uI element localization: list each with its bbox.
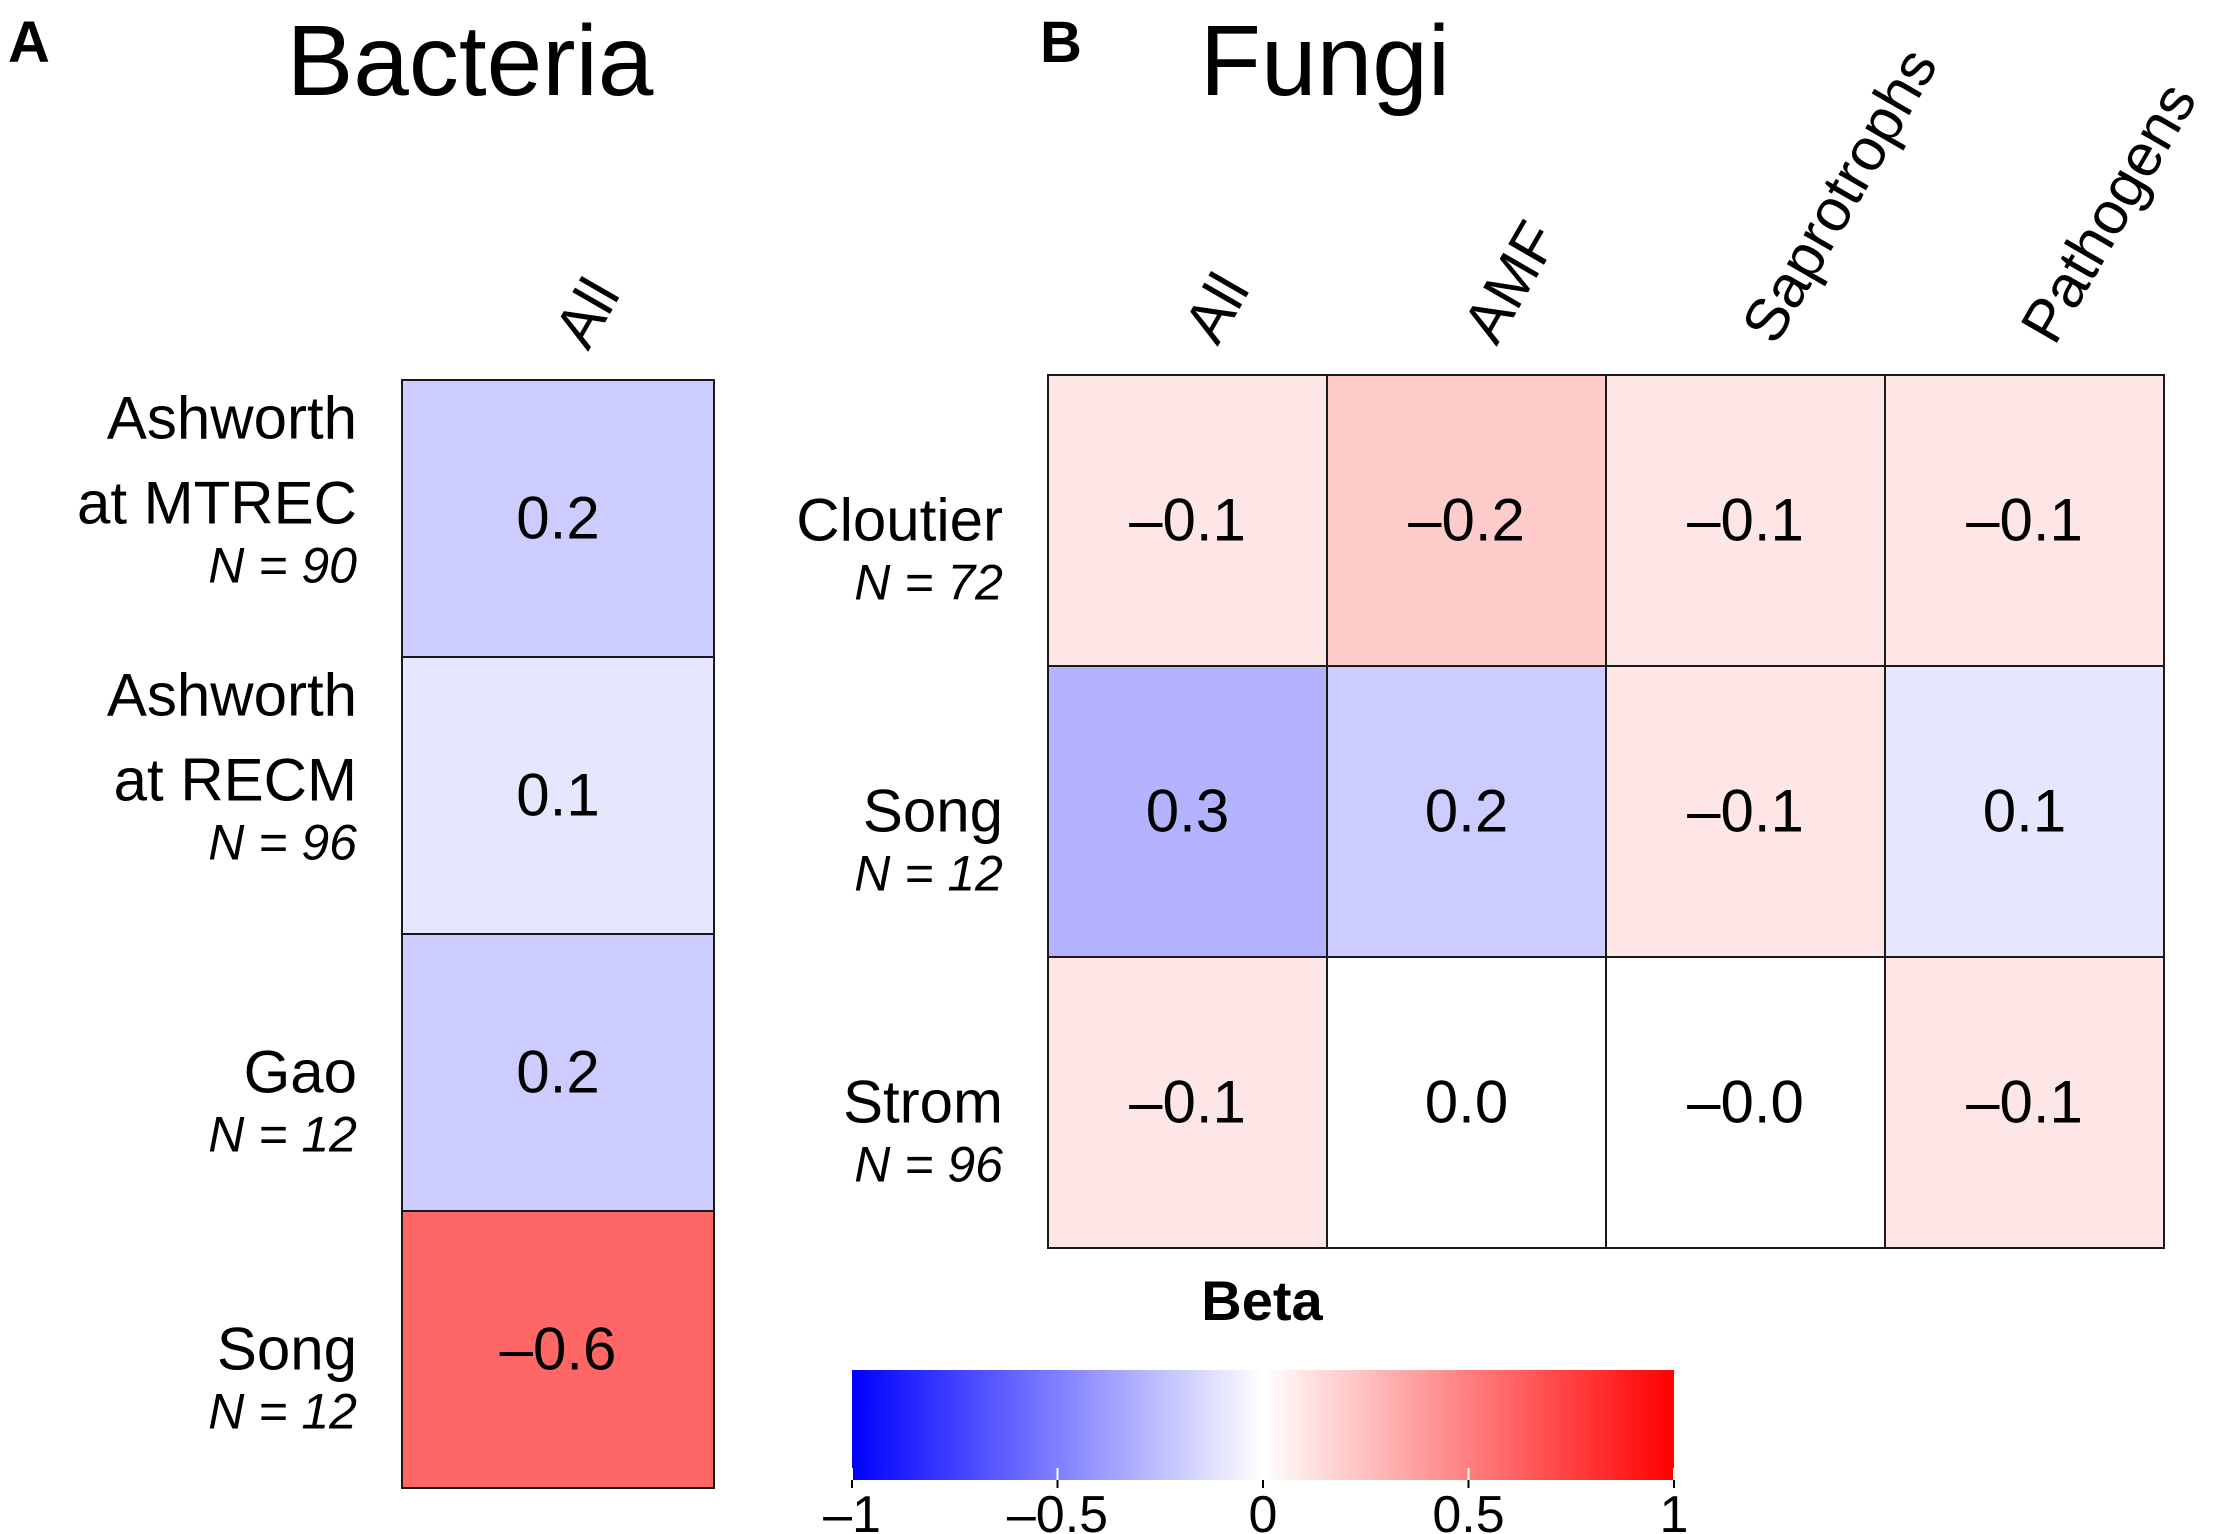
legend-tick-label: 0.5 (1432, 1486, 1504, 1534)
panel-b-cell-r0-c3 (1884, 374, 2165, 667)
panel-b-column-label: AMF (1450, 210, 1571, 353)
panel-b-row-n-label: N = 72 (854, 555, 1003, 611)
panel-a-cell-value: 0.2 (516, 1039, 599, 1106)
panel-b-cell-value: –0.1 (1687, 487, 1804, 554)
panel-b-cells: –0.1 –0.2 –0.1 –0.1 0.3 0.2 –0.1 0.1 –0.1 0.0 –0.0… (1047, 374, 2165, 1249)
panel-b-cell-r1-c3 (1884, 665, 2165, 958)
color-legend: Beta –1 –0.5 0 0.5 1 (823, 1269, 1688, 1534)
panel-b-row-label: Cloutier (796, 487, 1003, 554)
panel-a-title: Bacteria (287, 5, 654, 117)
panel-b-cell-value: –0.0 (1687, 1069, 1804, 1136)
panel-b-cell-value: –0.2 (1408, 487, 1525, 554)
panel-a-cell-value: –0.6 (500, 1316, 617, 1383)
panel-b-cell-r0-c0 (1047, 374, 1328, 667)
panel-b-column-label: Saprotrophs (1729, 37, 1950, 354)
panel-a: A Bacteria 0.2 0.1 0.2 –0.6 Ashworth at MTRE… (8, 5, 715, 1489)
panel-a-cells: 0.2 0.1 0.2 –0.6 (401, 379, 715, 1489)
panel-b-cell-value: –0.1 (1129, 487, 1246, 554)
panel-a-row-label: Ashworth (107, 385, 357, 452)
panel-a-row-n-label: N = 90 (208, 538, 357, 594)
panel-b-cell-value: 0.2 (1425, 778, 1508, 845)
panel-b-cell-value: –0.1 (1966, 1069, 2083, 1136)
panel-b-cell-r0-c1 (1326, 374, 1607, 667)
panel-b-cell-value: –0.1 (1687, 778, 1804, 845)
panel-a-row-n-label: N = 12 (208, 1384, 357, 1440)
panel-a-row-label: at RECM (114, 747, 357, 814)
panel-b-cell-value: –0.1 (1129, 1069, 1246, 1136)
panel-a-row-label: Ashworth (107, 662, 357, 729)
panel-a-row-n-label: N = 12 (208, 1107, 357, 1163)
panel-b-cell-r2-c0 (1047, 956, 1328, 1249)
panel-b-cell-value: –0.1 (1966, 487, 2083, 554)
panel-a-cell-r0-c0 (401, 379, 715, 658)
panel-b-row-n-label: N = 12 (854, 846, 1003, 902)
panel-b-label: B (1040, 10, 1082, 75)
panel-b-row-label: Song (863, 778, 1003, 845)
legend-tick-label: 1 (1660, 1486, 1689, 1534)
panel-b-title: Fungi (1200, 5, 1450, 117)
panel-b: B Fungi –0.1 –0.2 –0.1 –0.10.3 0.2 –0.1 0.1–0.… (796, 5, 2209, 1249)
panel-b-cell-r2-c3 (1884, 956, 2165, 1249)
panel-a-cell-r3-c0 (401, 1210, 715, 1489)
panel-a-cell-value: 0.2 (516, 485, 599, 552)
panel-a-cell-r1-c0 (401, 656, 715, 935)
legend-tick-label: –1 (823, 1486, 881, 1534)
panel-a-label: A (8, 10, 50, 75)
legend-title: Beta (1201, 1269, 1323, 1332)
panel-a-row-label: at MTREC (77, 470, 357, 537)
panel-a-cell-value: 0.1 (516, 762, 599, 829)
panel-b-cell-r2-c1 (1326, 956, 1607, 1249)
panel-a-column-labels: All (541, 267, 632, 358)
panel-b-cell-r2-c2 (1605, 956, 1886, 1249)
legend-colorbar (852, 1370, 1674, 1480)
legend-ticks: –1 –0.5 0 0.5 1 (823, 1468, 1688, 1534)
panel-b-row-n-label: N = 96 (854, 1137, 1003, 1193)
legend-tick-label: 0 (1249, 1486, 1278, 1534)
panel-b-cell-value: 0.3 (1146, 778, 1229, 845)
panel-a-row-label: Song (217, 1316, 357, 1383)
panel-b-row-label: Strom (843, 1069, 1003, 1136)
panel-a-row-n-label: N = 96 (208, 815, 357, 871)
panel-b-column-label: All (1171, 262, 1262, 353)
panel-b-cell-r1-c1 (1326, 665, 1607, 958)
panel-b-cell-value: 0.0 (1425, 1069, 1508, 1136)
panel-a-column-label: All (541, 267, 632, 358)
panel-a-row-label: Gao (244, 1039, 357, 1106)
panel-b-column-label: Pathogens (2008, 72, 2209, 354)
panel-a-cell-r2-c0 (401, 933, 715, 1212)
panel-b-cell-value: 0.1 (1983, 778, 2066, 845)
legend-tick-label: –0.5 (1007, 1486, 1108, 1534)
